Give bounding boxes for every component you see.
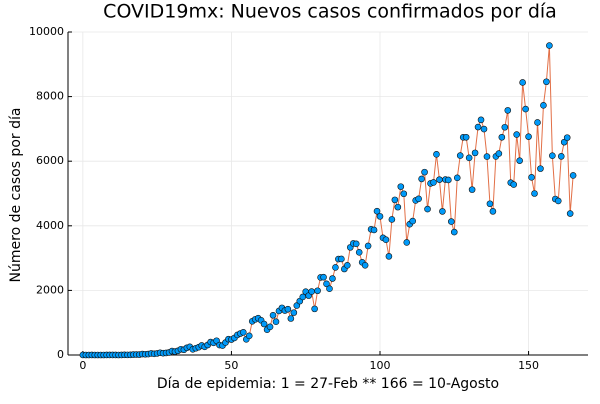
data-point — [489, 208, 497, 215]
data-point — [272, 318, 280, 325]
data-point — [421, 168, 428, 176]
data-point — [477, 116, 485, 124]
data-point — [418, 175, 425, 183]
data-point — [439, 208, 446, 215]
data-point — [409, 217, 416, 225]
data-point — [486, 200, 494, 208]
data-point — [391, 196, 399, 204]
data-point — [525, 133, 532, 140]
data-point — [543, 78, 550, 86]
x-tick-label: 50 — [224, 359, 238, 372]
data-point — [314, 287, 321, 295]
data-point — [483, 153, 491, 160]
data-point — [513, 131, 520, 138]
data-point — [480, 125, 488, 133]
x-tick-label: 100 — [370, 359, 391, 372]
data-point — [361, 262, 369, 269]
data-point — [415, 195, 422, 203]
data-point — [528, 174, 535, 181]
data-point — [462, 133, 470, 141]
x-tick-label: 150 — [518, 359, 539, 372]
data-point — [240, 328, 247, 336]
y-tick-label: 2000 — [36, 283, 64, 296]
data-point — [385, 253, 393, 260]
data-point — [430, 179, 437, 186]
data-point — [453, 174, 461, 182]
y-tick-label: 8000 — [36, 90, 64, 103]
data-point — [326, 285, 333, 293]
data-point — [554, 197, 562, 205]
data-point — [352, 240, 360, 248]
data-point — [287, 315, 295, 322]
data-point — [471, 149, 479, 157]
data-point — [394, 203, 402, 211]
y-tick-label: 4000 — [36, 219, 64, 232]
y-tick-label: 0 — [57, 348, 64, 361]
data-point — [370, 226, 378, 234]
data-point — [355, 249, 363, 256]
data-point — [501, 123, 509, 131]
data-point — [504, 107, 512, 114]
data-point — [388, 216, 396, 223]
data-point — [344, 262, 351, 269]
data-point — [269, 311, 277, 319]
data-point — [498, 133, 506, 141]
data-point — [376, 213, 384, 220]
data-point — [519, 79, 526, 86]
y-tick-label: 10000 — [29, 25, 64, 38]
data-point — [320, 273, 327, 281]
data-point — [338, 255, 345, 263]
data-point — [563, 134, 571, 141]
data-point — [537, 165, 544, 172]
data-point — [308, 288, 315, 295]
data-point — [465, 154, 473, 162]
data-point — [436, 176, 443, 183]
y-axis-label: Número de casos por día — [8, 108, 24, 283]
data-point — [403, 239, 411, 246]
data-point — [260, 320, 268, 328]
data-point — [397, 183, 405, 190]
data-point — [424, 205, 431, 213]
data-point — [433, 150, 440, 158]
data-point — [332, 264, 339, 271]
data-point — [474, 123, 482, 131]
x-axis-label: Día de epidemia: 1 = 27-Feb ** 166 = 10-… — [157, 376, 499, 392]
data-point — [382, 236, 390, 244]
data-point — [566, 210, 574, 217]
data-point — [311, 305, 318, 313]
data-point — [284, 305, 292, 313]
data-point — [450, 228, 458, 236]
data-point — [400, 190, 408, 198]
data-point — [560, 138, 568, 146]
data-point — [266, 323, 274, 331]
data-point — [534, 119, 541, 126]
data-point — [456, 152, 464, 159]
x-tick-label: 0 — [79, 359, 86, 372]
data-point — [245, 332, 253, 340]
data-point — [323, 280, 330, 288]
data-point — [522, 105, 529, 113]
data-point — [546, 42, 553, 49]
data-point — [516, 157, 523, 164]
data-point — [531, 190, 538, 197]
data-point — [569, 172, 577, 179]
data-point — [290, 309, 298, 316]
data-point — [495, 150, 503, 157]
data-point — [448, 218, 455, 225]
data-point — [445, 176, 452, 184]
data-point — [364, 242, 372, 250]
data-point — [540, 102, 547, 109]
data-point — [329, 275, 336, 282]
data-point — [557, 153, 565, 160]
data-point — [510, 181, 518, 188]
data-point — [468, 186, 476, 193]
data-point — [373, 207, 381, 215]
series-line — [82, 45, 574, 356]
y-tick-label: 6000 — [36, 154, 64, 167]
data-point — [549, 152, 556, 160]
chart-title: COVID19mx: Nuevos casos confirmados por … — [103, 1, 557, 23]
